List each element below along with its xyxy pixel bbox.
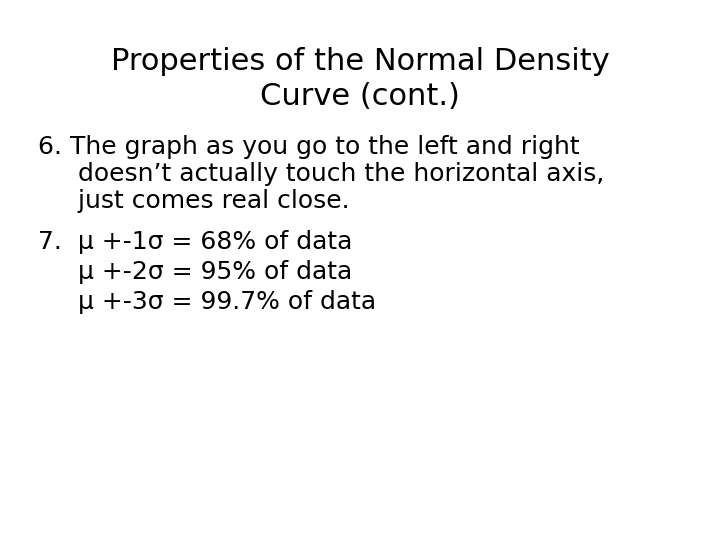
Text: Curve (cont.): Curve (cont.) (260, 82, 460, 111)
Text: μ +-3σ = 99.7% of data: μ +-3σ = 99.7% of data (38, 290, 376, 314)
Text: 6. The graph as you go to the left and right: 6. The graph as you go to the left and r… (38, 135, 580, 159)
Text: 7.  μ +-1σ = 68% of data: 7. μ +-1σ = 68% of data (38, 230, 352, 254)
Text: just comes real close.: just comes real close. (38, 189, 350, 213)
Text: Properties of the Normal Density: Properties of the Normal Density (111, 47, 609, 76)
Text: doesn’t actually touch the horizontal axis,: doesn’t actually touch the horizontal ax… (38, 162, 604, 186)
Text: μ +-2σ = 95% of data: μ +-2σ = 95% of data (38, 260, 352, 284)
